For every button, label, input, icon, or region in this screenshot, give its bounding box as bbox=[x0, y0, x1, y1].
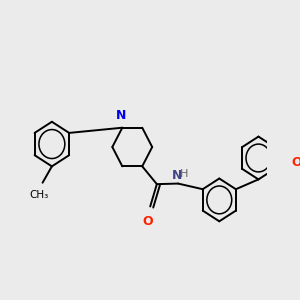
Text: H: H bbox=[180, 169, 189, 179]
Text: O: O bbox=[142, 215, 153, 228]
Text: N: N bbox=[172, 169, 182, 182]
Text: O: O bbox=[291, 156, 300, 169]
Text: CH₃: CH₃ bbox=[30, 190, 49, 200]
Text: N: N bbox=[116, 110, 126, 122]
